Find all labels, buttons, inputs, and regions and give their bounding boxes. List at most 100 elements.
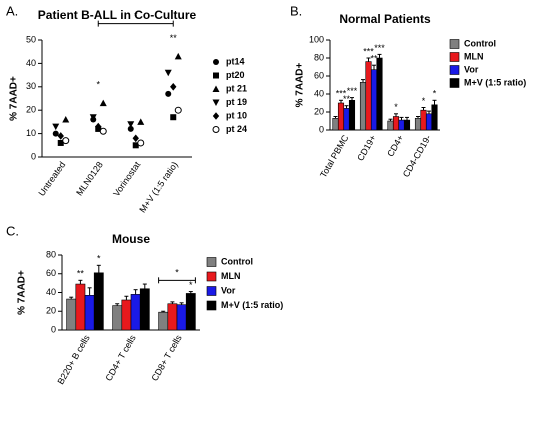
point: [137, 118, 145, 125]
legend-label: M+V (1:5 ratio): [464, 77, 526, 87]
significance: ***: [336, 89, 347, 99]
chart-title: Normal Patients: [339, 12, 431, 26]
bar: [167, 303, 178, 331]
y-tick-label: 20: [46, 306, 56, 316]
point: [174, 52, 182, 60]
x-tick-label: Untreated: [36, 160, 67, 198]
y-axis-label: % 7AAD+: [9, 76, 20, 121]
point: [212, 99, 220, 106]
significance: ***: [347, 86, 358, 96]
legend-label: pt14: [226, 56, 245, 66]
legend-label: pt 24: [226, 124, 247, 134]
point: [212, 85, 220, 92]
legend-label: M+V (1:5 ratio): [221, 300, 283, 310]
bar: [403, 119, 411, 131]
y-axis-label: % 7AAD+: [295, 62, 306, 107]
bar: [84, 295, 95, 331]
bar: [348, 100, 356, 131]
legend-label: MLN: [464, 51, 484, 61]
y-tick-label: 20: [314, 106, 324, 116]
bar: [185, 293, 196, 331]
x-tick-label: CD4+ T cells: [103, 333, 138, 383]
legend-label: Vor: [221, 285, 236, 295]
significance: ***: [363, 46, 374, 56]
bracket-label: *: [175, 268, 179, 278]
bar: [359, 82, 367, 131]
bar: [332, 118, 339, 131]
y-tick-label: 80: [46, 249, 56, 259]
bar: [158, 311, 169, 331]
bar: [376, 57, 383, 131]
bar: [370, 69, 378, 131]
bracket-label: *: [134, 11, 138, 21]
bar: [392, 116, 400, 131]
bar: [414, 118, 422, 131]
point: [52, 130, 59, 137]
point: [137, 139, 145, 147]
bar: [425, 113, 433, 131]
significance: *: [433, 89, 437, 99]
legend-label: pt 19: [226, 97, 247, 107]
bar: [130, 294, 141, 331]
point: [52, 123, 60, 131]
point: [170, 114, 177, 121]
y-tick-label: 80: [314, 52, 324, 62]
y-tick-label: 60: [314, 70, 324, 80]
point: [212, 126, 220, 133]
point: [212, 112, 220, 120]
chart-title: Mouse: [112, 232, 150, 246]
y-axis-label: % 7AAD+: [17, 270, 28, 315]
point: [95, 122, 102, 131]
point: [174, 106, 182, 114]
point: [213, 72, 219, 79]
significance: **: [343, 94, 351, 104]
panel-label: B.: [290, 3, 302, 18]
point: [62, 116, 70, 123]
x-tick-label: CD19+: [355, 133, 378, 162]
chart-title: Patient B-ALL in Co-Culture: [38, 8, 197, 22]
point: [164, 69, 172, 77]
x-tick-label: CD4+: [385, 133, 405, 158]
point: [165, 90, 172, 97]
legend-swatch: [206, 271, 217, 282]
significance: *: [189, 280, 193, 290]
x-tick-label: B220+ B cells: [55, 333, 92, 386]
y-tick-label: 100: [309, 34, 324, 44]
point: [89, 114, 97, 121]
legend-swatch: [449, 65, 460, 75]
y-tick-label: 30: [26, 81, 36, 91]
significance: *: [96, 80, 100, 90]
y-tick-label: 50: [26, 34, 36, 44]
bar: [343, 108, 350, 131]
point: [127, 121, 135, 128]
point: [99, 127, 107, 135]
significance: *: [97, 254, 101, 264]
bar: [66, 298, 77, 331]
significance: **: [370, 54, 378, 64]
bar: [387, 120, 394, 131]
significance: *: [422, 96, 426, 106]
legend-swatch: [449, 78, 460, 88]
legend-label: Vor: [464, 64, 479, 74]
legend-swatch: [206, 300, 217, 311]
legend-label: pt20: [226, 70, 245, 80]
point: [132, 134, 139, 143]
x-tick-label: M+V (1:5 ratio): [137, 160, 179, 215]
significance: ***: [374, 43, 385, 53]
point: [99, 99, 107, 107]
bar: [75, 283, 86, 331]
legend-label: pt 10: [226, 110, 247, 120]
x-tick-label: Vorinostat: [111, 159, 142, 198]
bar: [431, 104, 438, 131]
point: [213, 59, 219, 65]
y-tick-label: 0: [319, 124, 324, 134]
bar: [176, 304, 187, 331]
significance: *: [394, 102, 398, 112]
x-tick-label: MLN0128: [74, 160, 105, 198]
bar: [121, 299, 132, 331]
point: [57, 132, 64, 140]
legend-label: pt 21: [226, 83, 247, 93]
point: [127, 125, 134, 132]
bar: [420, 109, 427, 131]
